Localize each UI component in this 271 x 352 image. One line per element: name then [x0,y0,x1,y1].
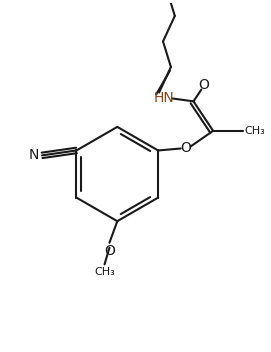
Text: O: O [198,78,209,92]
Text: HN: HN [154,92,175,105]
Text: CH₃: CH₃ [244,126,265,136]
Text: N: N [29,149,39,162]
Text: CH₃: CH₃ [94,267,115,277]
Text: O: O [104,244,115,258]
Text: O: O [180,142,191,156]
